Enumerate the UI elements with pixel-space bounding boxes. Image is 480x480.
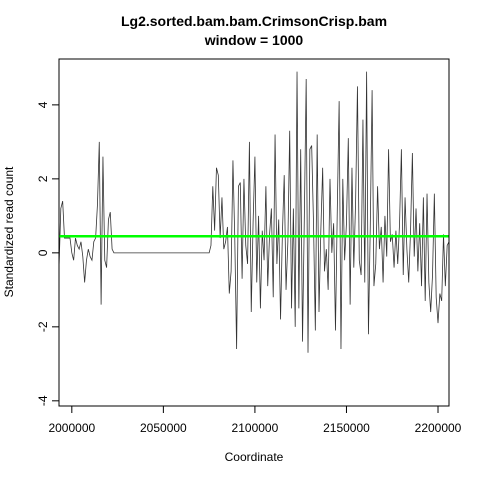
chart-title: Lg2.sorted.bam.bam.CrimsonCrisp.bam [121, 13, 387, 29]
y-tick-label: 4 [36, 101, 50, 108]
data-line [58, 71, 450, 353]
x-axis-label: Coordinate [225, 450, 284, 464]
x-tick-label: 2050000 [140, 421, 187, 435]
x-tick-label: 2150000 [323, 421, 370, 435]
y-tick-label: 2 [36, 175, 50, 182]
y-tick-label: -2 [36, 321, 50, 332]
x-tick-label: 2000000 [48, 421, 95, 435]
y-axis-label: Standardized read count [2, 166, 16, 297]
x-tick-label: 2100000 [232, 421, 279, 435]
plot-frame [58, 58, 450, 407]
y-tick-label: -4 [36, 395, 50, 406]
chart-subtitle: window = 1000 [204, 32, 304, 48]
y-tick-label: 0 [36, 249, 50, 256]
x-tick-label: 2200000 [415, 421, 462, 435]
